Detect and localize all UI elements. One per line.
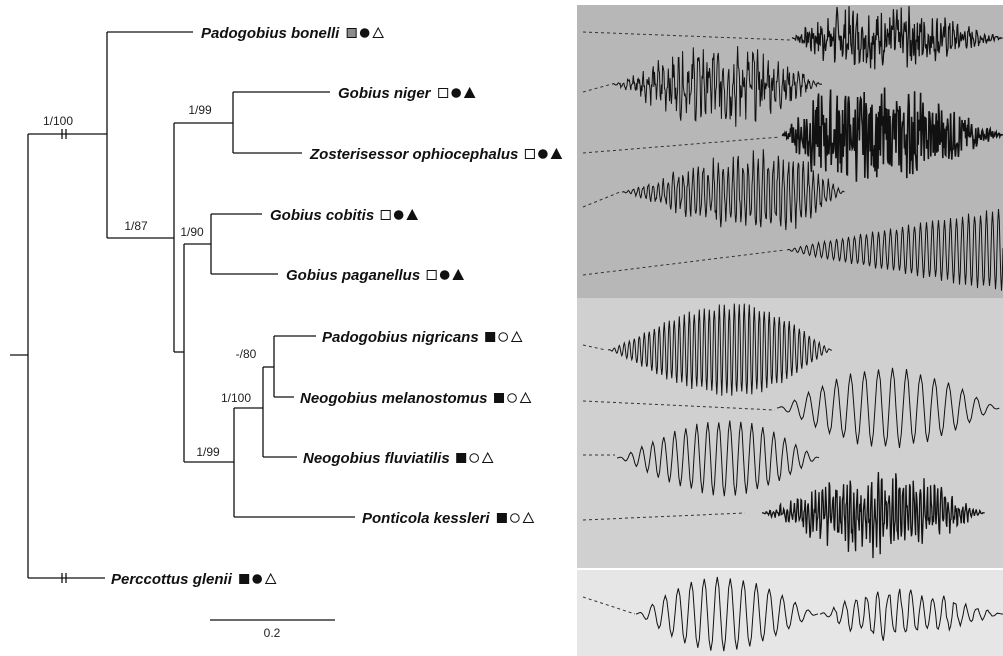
marker-square-open-icon bbox=[426, 270, 437, 280]
oscillogram-padogobius-nigricans bbox=[607, 303, 832, 396]
marker-square-open-icon bbox=[524, 149, 535, 159]
oscillogram-perccottus-glenii-a bbox=[635, 576, 819, 652]
marker-square-filled-icon bbox=[485, 332, 496, 342]
lead-padogobius-bonelli bbox=[582, 31, 791, 41]
support-node-cobitis-paganellus: 1/90 bbox=[180, 225, 204, 239]
oscillogram-gobius-paganellus bbox=[786, 208, 1003, 291]
lead-gobius-cobitis bbox=[582, 191, 621, 208]
scale-bar-label: 0.2 bbox=[264, 626, 281, 640]
marker-square-gray-icon bbox=[346, 28, 357, 38]
marker-triangle-open-icon bbox=[481, 451, 494, 463]
support-values: 1/100 1/99 1/87 1/90 -/80 1/100 1/99 bbox=[43, 103, 257, 459]
taxon-label-gobius-paganellus: Gobius paganellus bbox=[286, 267, 420, 284]
taxon-label-gobius-cobitis: Gobius cobitis bbox=[270, 207, 374, 224]
marker-circle-open-icon bbox=[469, 453, 479, 463]
lead-padogobius-nigricans bbox=[582, 344, 607, 351]
taxon-label-perccottus-glenii: Perccottus glenii bbox=[111, 571, 233, 588]
taxon-markers bbox=[239, 26, 563, 584]
taxon-label-neogobius-melanostomus: Neogobius melanostomus bbox=[300, 390, 488, 407]
marker-circle-filled-icon bbox=[393, 210, 404, 220]
marker-triangle-open-icon bbox=[510, 330, 523, 342]
oscillogram-neogobius-fluviatilis bbox=[616, 420, 820, 497]
lead-gobius-niger bbox=[582, 83, 613, 93]
sound-panel-outgroup bbox=[577, 570, 1003, 656]
oscillogram-gobius-cobitis bbox=[622, 149, 845, 231]
lead-zosterisessor bbox=[582, 136, 781, 154]
marker-circle-open-icon bbox=[498, 332, 508, 342]
taxon-label-ponticola-kessleri: Ponticola kessleri bbox=[362, 510, 490, 527]
taxon-labels: Padogobius bonelli Gobius niger Zosteris… bbox=[111, 25, 518, 588]
oscillogram-gobius-niger bbox=[612, 46, 823, 127]
taxon-label-zosterisessor-ophiocephalus: Zosterisessor ophiocephalus bbox=[309, 146, 518, 163]
marker-circle-open-icon bbox=[510, 513, 520, 523]
marker-triangle-filled-icon bbox=[406, 208, 419, 220]
marker-triangle-filled-icon bbox=[463, 86, 476, 98]
oscillogram-padogobius-bonelli bbox=[791, 6, 1003, 70]
marker-triangle-open-icon bbox=[522, 511, 535, 523]
marker-square-filled-icon bbox=[239, 574, 250, 584]
support-node-main-clade: 1/87 bbox=[124, 219, 148, 233]
support-node-root-gobius: 1/100 bbox=[43, 114, 73, 128]
oscillograms bbox=[582, 6, 1003, 652]
support-node-nigricans-melanostomus: -/80 bbox=[236, 347, 257, 361]
marker-circle-filled-icon bbox=[439, 270, 450, 280]
taxon-label-padogobius-nigricans: Padogobius nigricans bbox=[322, 329, 479, 346]
lead-gobius-paganellus bbox=[582, 249, 786, 276]
marker-circle-filled-icon bbox=[451, 88, 461, 98]
marker-square-filled-icon bbox=[494, 393, 505, 403]
oscillogram-ponticola-kessleri bbox=[761, 471, 985, 559]
taxon-label-neogobius-fluviatilis: Neogobius fluviatilis bbox=[303, 450, 450, 467]
marker-circle-open-icon bbox=[507, 393, 517, 403]
marker-circle-filled-icon bbox=[359, 28, 370, 38]
marker-square-open-icon bbox=[438, 88, 449, 98]
oscillogram-perccottus-glenii-b bbox=[819, 588, 1003, 641]
marker-triangle-filled-icon bbox=[550, 147, 563, 159]
support-node-niger-zoster: 1/99 bbox=[188, 103, 212, 117]
sound-panel-group-a bbox=[577, 5, 1003, 298]
marker-square-filled-icon bbox=[456, 453, 467, 463]
support-node-ponticola: 1/99 bbox=[196, 445, 220, 459]
marker-triangle-filled-icon bbox=[452, 268, 465, 280]
marker-circle-filled-icon bbox=[252, 574, 262, 584]
tree-branches bbox=[10, 31, 355, 583]
taxon-label-padogobius-bonelli: Padogobius bonelli bbox=[201, 25, 340, 42]
taxon-label-gobius-niger: Gobius niger bbox=[338, 85, 432, 102]
oscillogram-zosterisessor-ophiocephalus bbox=[781, 87, 1003, 182]
marker-circle-filled-icon bbox=[538, 149, 548, 159]
support-node-neogobius: 1/100 bbox=[221, 391, 251, 405]
marker-triangle-open-icon bbox=[264, 572, 277, 584]
oscillogram-neogobius-melanostomus bbox=[776, 367, 1000, 449]
marker-square-filled-icon bbox=[496, 513, 507, 523]
marker-triangle-open-icon bbox=[519, 391, 532, 403]
marker-triangle-open-icon bbox=[372, 26, 384, 38]
marker-square-open-icon bbox=[380, 210, 391, 220]
lead-neogobius-melanostomus bbox=[582, 400, 776, 411]
